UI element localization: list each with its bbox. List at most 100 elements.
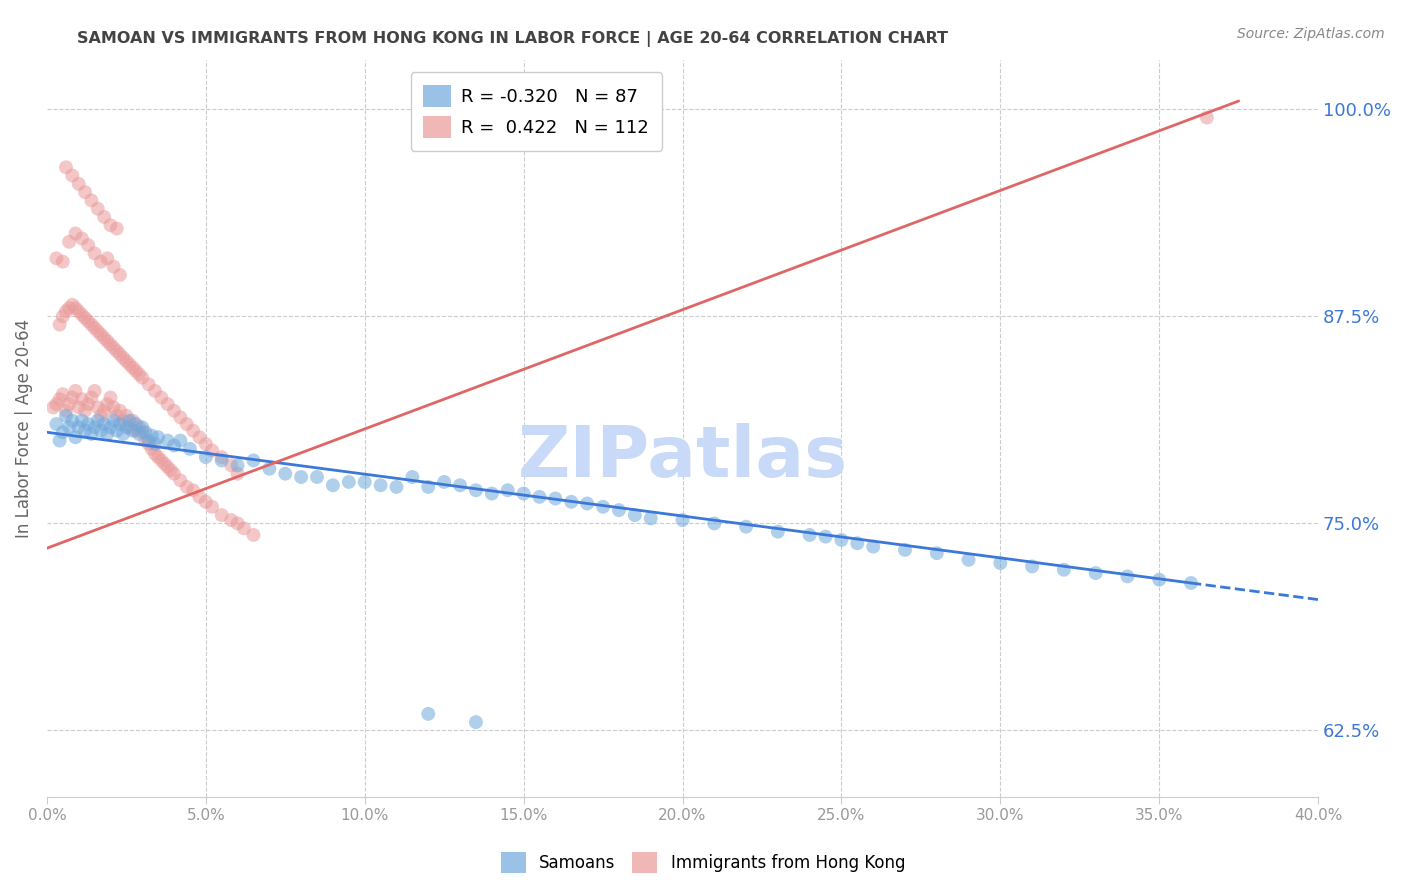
Point	[70, 308, 93, 322]
Point	[108, 403, 131, 417]
Point	[219, 458, 242, 473]
Point	[862, 540, 884, 554]
Point	[118, 420, 141, 434]
Point	[118, 414, 141, 428]
Point	[188, 430, 211, 444]
Point	[259, 461, 281, 475]
Point	[143, 437, 166, 451]
Point	[138, 437, 160, 451]
Point	[176, 417, 198, 431]
Point	[134, 425, 156, 440]
Point	[112, 351, 135, 365]
Point	[401, 470, 423, 484]
Point	[125, 424, 148, 438]
Point	[176, 480, 198, 494]
Point	[65, 301, 87, 315]
Point	[143, 384, 166, 398]
Point	[77, 397, 100, 411]
Point	[112, 426, 135, 441]
Point	[957, 553, 980, 567]
Point	[242, 453, 264, 467]
Point	[181, 483, 204, 498]
Point	[138, 377, 160, 392]
Point	[55, 304, 77, 318]
Point	[226, 458, 249, 473]
Point	[115, 420, 138, 434]
Point	[226, 516, 249, 531]
Point	[576, 496, 599, 510]
Point	[322, 478, 344, 492]
Point	[52, 387, 75, 401]
Point	[211, 453, 233, 467]
Point	[90, 254, 112, 268]
Point	[201, 443, 224, 458]
Point	[146, 430, 169, 444]
Point	[55, 161, 77, 175]
Point	[58, 235, 80, 249]
Point	[121, 414, 143, 428]
Point	[80, 426, 103, 441]
Point	[134, 434, 156, 448]
Point	[118, 357, 141, 371]
Point	[1180, 576, 1202, 591]
Point	[93, 403, 115, 417]
Point	[194, 437, 217, 451]
Point	[150, 391, 173, 405]
Point	[103, 401, 125, 415]
Point	[83, 420, 105, 434]
Point	[48, 434, 70, 448]
Point	[80, 194, 103, 208]
Point	[96, 334, 118, 348]
Point	[146, 450, 169, 464]
Point	[93, 210, 115, 224]
Point	[131, 370, 153, 384]
Point	[353, 475, 375, 489]
Point	[624, 508, 647, 522]
Point	[52, 310, 75, 324]
Point	[55, 403, 77, 417]
Point	[211, 508, 233, 522]
Point	[1147, 573, 1170, 587]
Point	[337, 475, 360, 489]
Point	[87, 324, 110, 338]
Point	[58, 397, 80, 411]
Point	[814, 530, 837, 544]
Point	[418, 706, 440, 721]
Point	[894, 542, 917, 557]
Point	[138, 434, 160, 448]
Point	[188, 490, 211, 504]
Point	[67, 420, 90, 434]
Point	[60, 414, 83, 428]
Point	[481, 486, 503, 500]
Point	[1116, 569, 1139, 583]
Point	[226, 467, 249, 481]
Point	[1195, 111, 1218, 125]
Point	[169, 473, 191, 487]
Point	[607, 503, 630, 517]
Point	[465, 483, 488, 498]
Point	[160, 463, 183, 477]
Point	[211, 450, 233, 464]
Point	[201, 500, 224, 514]
Point	[108, 268, 131, 282]
Point	[48, 392, 70, 406]
Point	[703, 516, 725, 531]
Point	[560, 495, 582, 509]
Point	[48, 318, 70, 332]
Point	[103, 414, 125, 428]
Point	[90, 409, 112, 423]
Point	[70, 231, 93, 245]
Point	[529, 490, 551, 504]
Point	[121, 360, 143, 375]
Point	[77, 417, 100, 431]
Point	[799, 528, 821, 542]
Point	[73, 310, 96, 325]
Point	[70, 392, 93, 406]
Point	[65, 430, 87, 444]
Point	[163, 467, 186, 481]
Text: Source: ZipAtlas.com: Source: ZipAtlas.com	[1237, 27, 1385, 41]
Legend: Samoans, Immigrants from Hong Kong: Samoans, Immigrants from Hong Kong	[495, 846, 911, 880]
Point	[90, 424, 112, 438]
Point	[100, 420, 122, 434]
Point	[60, 169, 83, 183]
